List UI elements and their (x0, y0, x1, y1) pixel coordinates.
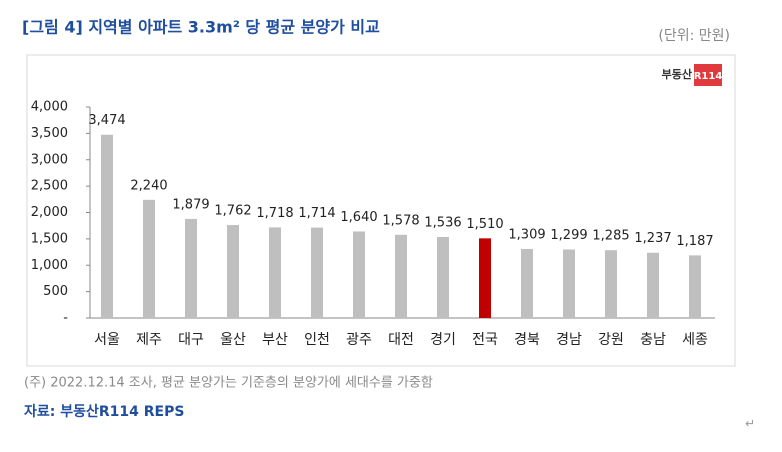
y-tick-label: - (63, 311, 68, 326)
bar (311, 227, 323, 318)
y-tick-label: 3,500 (31, 126, 68, 141)
value-label: 1,237 (634, 231, 671, 246)
x-tick-label: 경남 (556, 332, 582, 348)
x-tick-label: 인천 (304, 332, 330, 348)
x-tick-label: 강원 (598, 332, 624, 348)
value-label: 1,285 (592, 229, 629, 244)
value-label: 1,718 (256, 206, 293, 221)
x-tick-label: 서울 (94, 332, 120, 348)
value-label: 1,762 (214, 204, 251, 219)
bar (479, 238, 491, 318)
y-tick-label: 2,500 (31, 179, 68, 194)
chart-frame (26, 54, 736, 367)
x-tick-label: 충남 (640, 332, 666, 348)
bar (101, 134, 113, 318)
y-tick-label: 3,000 (31, 152, 68, 167)
x-tick-label: 전국 (472, 332, 498, 348)
value-label: 1,879 (172, 197, 209, 212)
source: 자료: 부동산R114 REPS (24, 403, 184, 420)
y-tick-label: 1,000 (31, 258, 68, 273)
bar (185, 218, 197, 318)
chart-title: [그림 4] 지역별 아파트 3.3m² 당 평균 분양가 비교 (22, 18, 380, 37)
logo-text: 부동산 (662, 67, 692, 81)
x-tick-label: 광주 (346, 332, 372, 348)
value-label: 1,510 (466, 217, 503, 232)
value-label: 1,578 (382, 213, 419, 228)
x-tick-label: 대구 (178, 332, 204, 348)
bar (647, 252, 659, 318)
logo-badge-text: R114 (694, 71, 723, 82)
bar (437, 236, 449, 318)
x-tick-label: 세종 (682, 332, 708, 348)
bar (353, 231, 365, 318)
bar (563, 249, 575, 318)
value-label: 1,309 (508, 227, 545, 242)
value-label: 1,714 (298, 206, 335, 221)
value-label: 2,240 (130, 178, 167, 193)
x-tick-label: 부산 (262, 332, 288, 348)
y-tick-label: 500 (43, 284, 68, 299)
x-tick-label: 울산 (220, 332, 246, 348)
value-label: 1,299 (550, 228, 587, 243)
value-label: 3,474 (88, 113, 125, 128)
bar (689, 255, 701, 318)
bar (269, 227, 281, 318)
x-tick-label: 제주 (136, 332, 162, 348)
value-label: 1,187 (676, 234, 713, 249)
bar (143, 199, 155, 318)
value-label: 1,640 (340, 210, 377, 225)
value-label: 1,536 (424, 215, 461, 230)
x-tick-label: 경북 (514, 332, 540, 348)
bar (605, 250, 617, 318)
x-tick-label: 대전 (388, 332, 414, 348)
y-tick-label: 1,500 (31, 231, 68, 246)
bar (227, 225, 239, 318)
y-tick-label: 4,000 (31, 100, 68, 115)
unit-label: (단위: 만원) (658, 28, 730, 44)
bar (395, 234, 407, 318)
x-tick-label: 경기 (430, 332, 456, 348)
logo-badge (694, 64, 722, 86)
return-mark: ↵ (745, 417, 755, 431)
y-tick-label: 2,000 (31, 205, 68, 220)
note: (주) 2022.12.14 조사, 평균 분양가는 기준층의 분양가에 세대수… (24, 376, 433, 391)
bar (521, 248, 533, 318)
